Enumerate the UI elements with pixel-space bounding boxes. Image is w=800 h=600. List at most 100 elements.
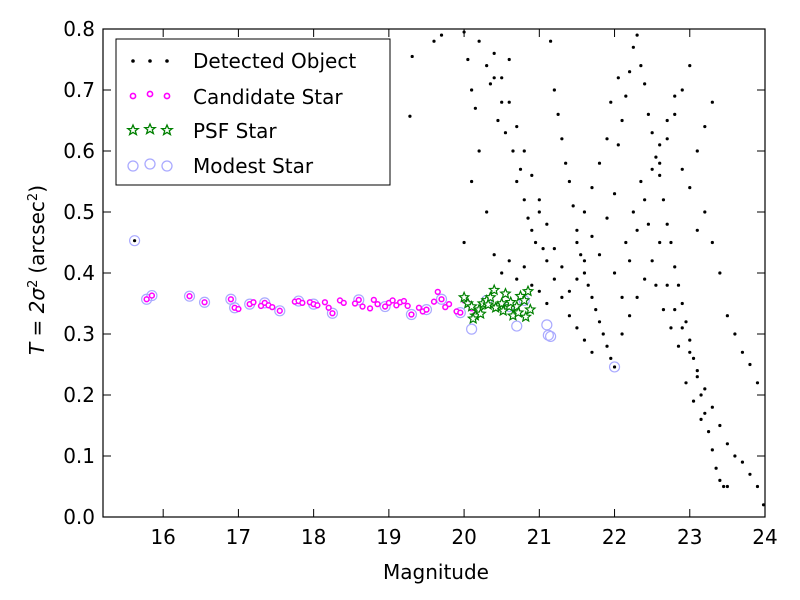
modest-star-point: [353, 294, 365, 306]
candidate-star-point: [201, 299, 208, 306]
candidate-star-point: [148, 292, 156, 299]
candidate-star-point: [355, 296, 362, 303]
detected-object-point: [699, 417, 703, 421]
candidate-star-point: [299, 299, 306, 307]
detected-object-point: [710, 405, 714, 409]
detected-object-point: [673, 112, 677, 116]
detected-object-point: [590, 186, 594, 190]
candidate-star-point: [381, 303, 389, 310]
psf-star-point: [457, 290, 471, 303]
detected-object-point: [695, 149, 699, 153]
legend-marker-candidate-3: [163, 92, 171, 100]
detected-object-point: [492, 253, 496, 257]
detected-object-point: [688, 186, 692, 190]
detected-object-point: [725, 442, 729, 446]
legend-entry-detected-object: Detected Object: [131, 49, 356, 73]
y-tick-label: 0.6: [63, 139, 95, 163]
candidate-star-point: [400, 297, 408, 305]
detected-object-point: [605, 216, 609, 220]
y-tick-label: 0.2: [63, 383, 95, 407]
detected-object-point: [515, 179, 519, 184]
detected-object-point: [658, 240, 662, 245]
detected-object-point: [620, 332, 624, 336]
legend-label-psf-star: PSF Star: [193, 119, 277, 143]
detected-object-point: [680, 88, 684, 92]
detected-object-point: [706, 430, 711, 434]
detected-object-point: [710, 100, 714, 104]
detected-object-point: [560, 137, 564, 141]
detected-object-point: [661, 308, 666, 312]
detected-object-point: [673, 308, 677, 312]
detected-object-point: [688, 350, 692, 354]
detected-object-point: [552, 247, 556, 251]
x-tick-label: 18: [301, 525, 326, 549]
detected-object-point: [684, 320, 688, 324]
modest-star-point: [542, 329, 554, 341]
detected-object-point: [691, 399, 696, 403]
candidate-star-point: [186, 293, 193, 300]
detected-object-point: [665, 118, 669, 123]
detected-object-point: [643, 198, 647, 202]
detected-object-point: [515, 277, 519, 281]
psf-star-point: [518, 293, 531, 306]
modest-star-point: [541, 319, 553, 331]
detected-object-point: [710, 240, 714, 245]
detected-object-point: [533, 240, 538, 245]
detected-object-point: [733, 454, 737, 458]
psf-star-point: [523, 303, 537, 315]
detected-object-point: [718, 478, 722, 482]
y-tick-label: 0.5: [63, 200, 95, 224]
detected-object-point: [541, 247, 545, 251]
candidate-star-point: [438, 296, 445, 303]
y-tick-label: 0.0: [63, 505, 95, 529]
detected-object-point: [507, 57, 511, 62]
psf-star-point: [512, 306, 525, 318]
detected-object-point: [695, 369, 699, 373]
detected-object-point: [680, 326, 684, 330]
modest-star-point: [379, 300, 391, 313]
legend-label-detected-object: Detected Object: [193, 49, 356, 73]
candidate-star-point: [366, 305, 374, 312]
psf-star-point: [497, 304, 510, 317]
detected-object-point: [492, 76, 496, 80]
psf-star-point: [466, 312, 480, 325]
detected-object-point: [665, 283, 669, 287]
detected-object-point: [718, 271, 722, 275]
candidate-star-point: [269, 304, 276, 311]
detected-object-point: [571, 204, 575, 208]
detected-object-point: [658, 143, 662, 147]
detected-object-point: [597, 253, 602, 257]
detected-object-point: [485, 210, 489, 214]
legend-marker-psf-2: [142, 122, 158, 135]
psf-star-point: [504, 295, 517, 308]
detected-object-point: [733, 332, 737, 336]
detected-object-point: [439, 33, 444, 37]
detected-object-point: [725, 314, 729, 318]
detected-object-point: [703, 411, 707, 415]
detected-object-point: [503, 131, 508, 135]
detected-object-point: [631, 45, 635, 49]
detected-object-point: [567, 314, 572, 318]
detected-object-point: [725, 484, 729, 489]
detected-object-point: [545, 222, 549, 226]
detected-object-point: [582, 259, 587, 263]
detected-object-point: [575, 240, 579, 245]
detected-object-point: [688, 64, 692, 68]
candidate-star-point: [404, 302, 411, 310]
detected-object-point: [526, 216, 530, 220]
modest-star-point: [274, 305, 286, 317]
detected-object-point: [695, 375, 699, 379]
modest-star-point: [608, 361, 621, 373]
detected-object-point: [620, 118, 624, 123]
x-axis-label: Magnitude: [383, 560, 489, 584]
detected-object-point: [646, 222, 650, 226]
candidate-star-point: [314, 302, 321, 309]
detected-object-point: [722, 484, 726, 489]
detected-object-point: [658, 161, 662, 165]
candidate-star-point: [227, 296, 235, 303]
detected-object-point: [616, 143, 620, 147]
candidate-star-point: [359, 303, 366, 310]
detected-object-point: [567, 289, 572, 293]
detected-object-point: [624, 94, 628, 98]
detected-object-point: [627, 259, 632, 263]
